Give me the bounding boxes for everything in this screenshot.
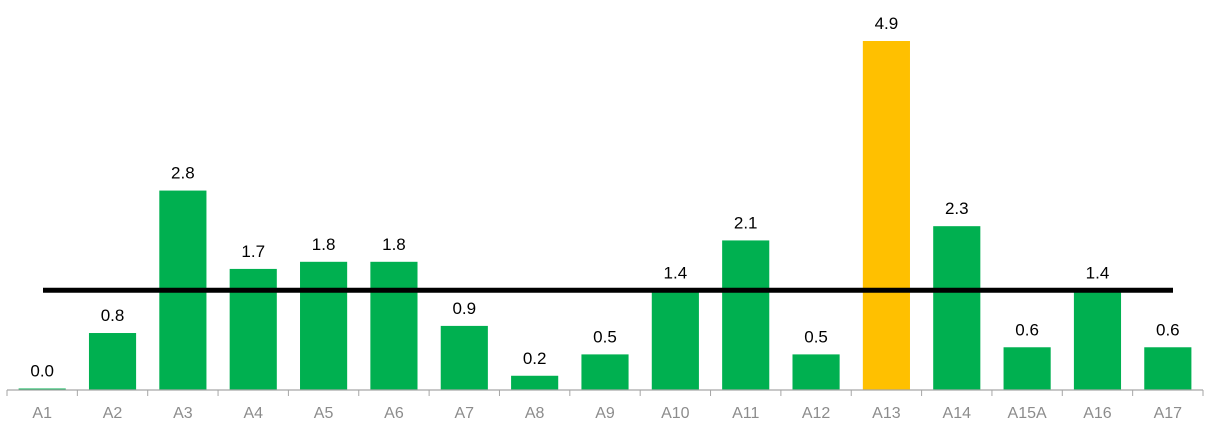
bar-a15a — [1003, 347, 1051, 390]
tick-label-a17: A17 — [1154, 405, 1183, 422]
value-label-a10: 1.4 — [664, 263, 688, 282]
value-label-a14: 2.3 — [945, 199, 969, 218]
value-label-a6: 1.8 — [382, 235, 406, 254]
value-label-a2: 0.8 — [101, 306, 125, 325]
tick-label-a4: A4 — [243, 405, 263, 422]
bar-a1 — [18, 388, 66, 390]
bar-a10 — [651, 290, 699, 390]
bar-a12 — [792, 354, 840, 390]
value-label-a5: 1.8 — [312, 235, 336, 254]
value-label-a13: 4.9 — [875, 14, 899, 33]
value-label-a4: 1.7 — [241, 242, 265, 261]
value-label-a8: 0.2 — [523, 349, 547, 368]
value-label-a16: 1.4 — [1086, 263, 1110, 282]
tick-label-a8: A8 — [525, 405, 545, 422]
bar-a2 — [88, 333, 137, 390]
value-labels-group: 0.0 0.8 2.8 1.7 1.8 1.8 0.9 0.2 0.5 1.4 2.1 0.5 4.9 2… — [30, 14, 1179, 381]
bar-a13 — [862, 41, 910, 390]
bar-a16 — [1073, 290, 1122, 390]
value-label-a12: 0.5 — [804, 327, 828, 346]
tick-label-a11: A11 — [732, 405, 759, 422]
bar-a6 — [370, 261, 418, 390]
value-label-a9: 0.5 — [593, 327, 617, 346]
tick-label-a5: A5 — [314, 405, 334, 422]
value-label-a1: 0.0 — [30, 362, 54, 381]
bar-a8 — [511, 375, 559, 390]
tick-label-a13: A13 — [872, 405, 901, 422]
tick-label-a16: A16 — [1083, 405, 1112, 422]
tick-label-a15a: A15A — [1008, 405, 1047, 422]
bars-group — [18, 41, 1192, 390]
value-label-a3: 2.8 — [171, 164, 195, 183]
bar-a7 — [440, 325, 488, 390]
tick-label-a1: A1 — [32, 405, 52, 422]
value-label-a17: 0.6 — [1156, 320, 1180, 339]
tick-label-a3: A3 — [173, 405, 193, 422]
value-label-a11: 2.1 — [734, 213, 758, 232]
x-axis-tick-labels: A1 A2 A3 A4 A5 A6 A7 A8 A9 A10 A11 A12 A13 A14 A15A A16… — [32, 405, 1182, 422]
tick-label-a14: A14 — [943, 405, 972, 422]
tick-label-a9: A9 — [595, 405, 615, 422]
value-label-a15a: 0.6 — [1015, 320, 1039, 339]
bar-a17 — [1144, 347, 1192, 390]
bar-a14 — [933, 226, 981, 390]
bar-a5 — [300, 261, 348, 390]
bar-a4 — [229, 268, 277, 390]
bar-a11 — [722, 240, 770, 390]
tick-label-a12: A12 — [802, 405, 831, 422]
tick-label-a6: A6 — [384, 405, 404, 422]
tick-label-a2: A2 — [103, 405, 123, 422]
value-label-a7: 0.9 — [452, 299, 476, 318]
bar-a9 — [581, 354, 629, 390]
tick-label-a7: A7 — [455, 405, 475, 422]
tick-label-a10: A10 — [661, 405, 690, 422]
x-axis-ticks — [6, 390, 1204, 396]
